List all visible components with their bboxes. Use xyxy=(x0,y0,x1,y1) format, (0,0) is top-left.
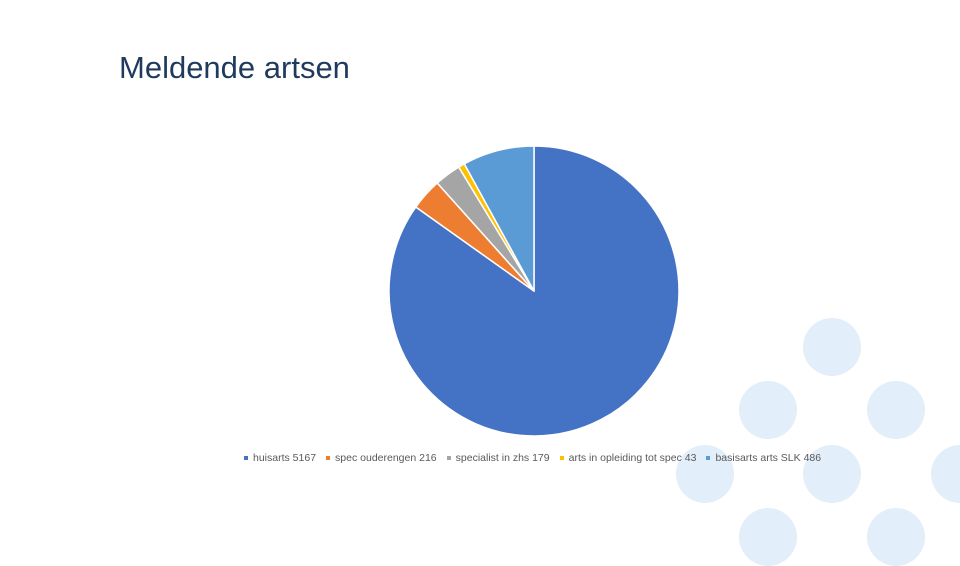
legend-swatch xyxy=(559,456,564,460)
legend-swatch xyxy=(244,456,248,460)
decor-circle xyxy=(867,381,925,439)
legend-swatch xyxy=(326,456,331,460)
legend-swatch xyxy=(706,456,711,460)
legend-label: specialist in zhs 179 xyxy=(455,452,550,464)
legend-label: arts in opleiding tot spec 43 xyxy=(568,452,697,464)
legend-swatch xyxy=(446,456,451,460)
legend-item: spec ouderengen 216 xyxy=(326,452,437,464)
legend-label: spec ouderengen 216 xyxy=(335,452,437,464)
decor-circle xyxy=(676,445,734,503)
slide-title: Meldende artsen xyxy=(119,50,350,85)
legend-item: huisarts 5167 xyxy=(244,452,316,464)
decor-circle xyxy=(803,445,861,503)
legend-item: arts in opleiding tot spec 43 xyxy=(559,452,697,464)
decor-circle xyxy=(803,318,861,376)
legend-item: specialist in zhs 179 xyxy=(446,452,550,464)
pie-chart xyxy=(388,145,680,437)
legend-item: basisarts arts SLK 486 xyxy=(706,452,821,464)
decor-circle xyxy=(739,381,797,439)
chart-legend: huisarts 5167 spec ouderengen 216 specia… xyxy=(244,452,821,464)
legend-label: basisarts arts SLK 486 xyxy=(715,452,822,464)
legend-label: huisarts 5167 xyxy=(253,452,317,464)
pie-slice-basisarts-arts-slk xyxy=(463,145,535,292)
